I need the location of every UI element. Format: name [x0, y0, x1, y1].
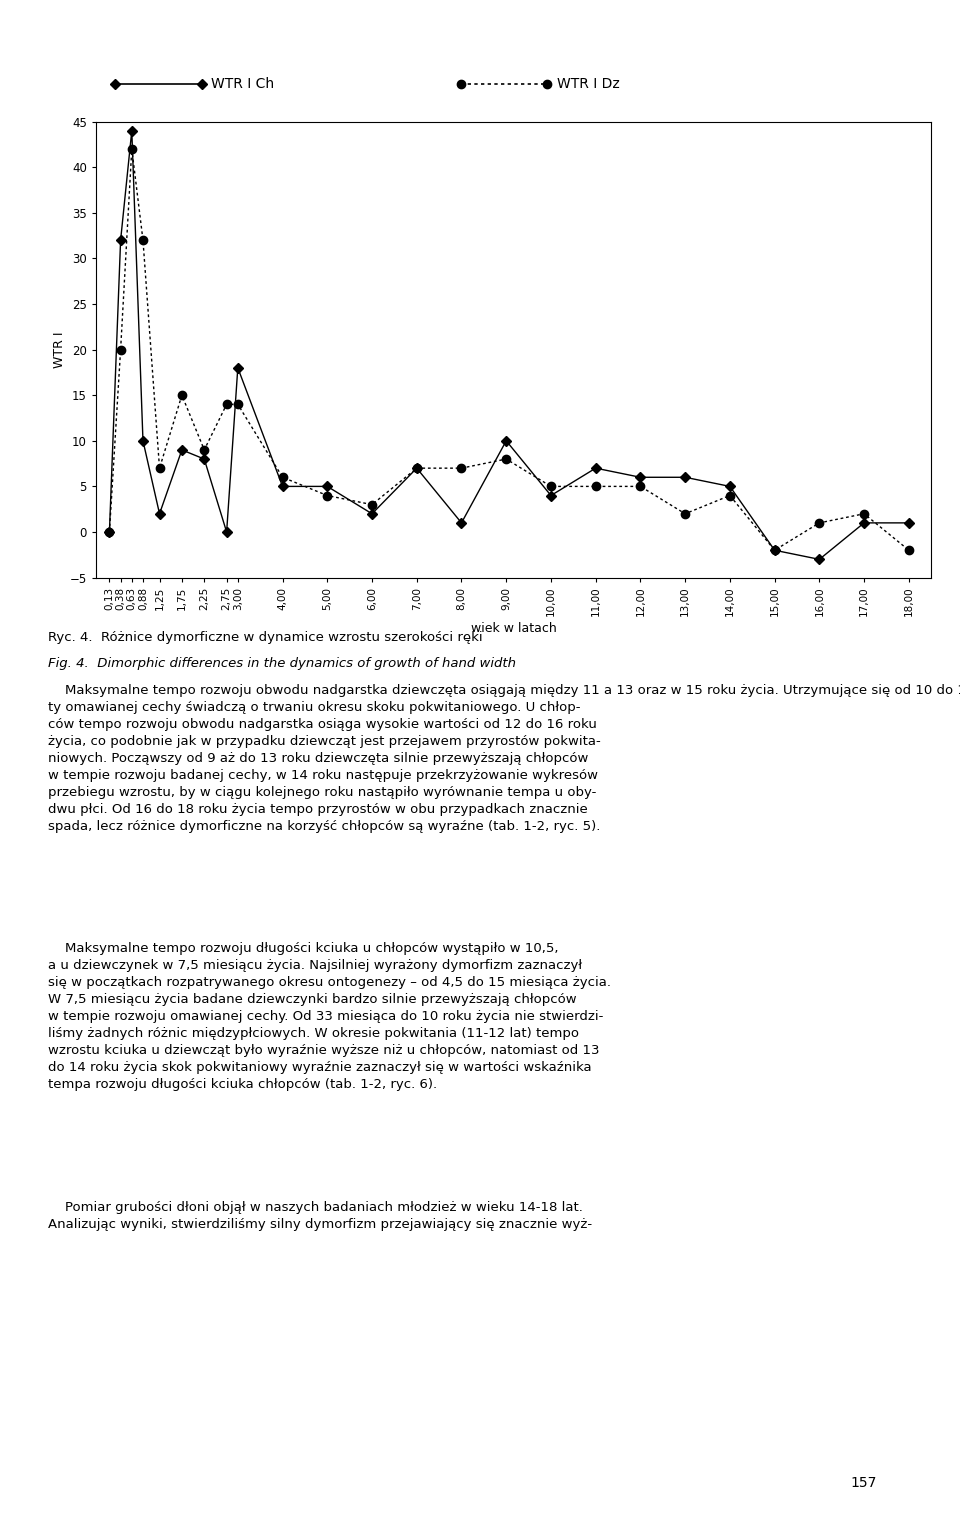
WTR I Ch	[137, 432, 149, 450]
WTR I Dz	[456, 459, 468, 477]
Y-axis label: WTR I: WTR I	[53, 331, 65, 368]
WTR I Dz	[367, 496, 378, 514]
WTR I Ch	[635, 468, 646, 486]
WTR I Dz	[126, 140, 137, 158]
WTR I Dz	[276, 468, 288, 486]
Text: Pomiar grubości dłoni objął w naszych badaniach młodzież w wieku 14-18 lat.
Anal: Pomiar grubości dłoni objął w naszych ba…	[48, 1201, 592, 1231]
WTR I Dz	[115, 340, 127, 359]
WTR I Dz	[545, 477, 557, 496]
Text: WTR I Ch: WTR I Ch	[211, 76, 275, 91]
Text: 157: 157	[851, 1476, 877, 1490]
WTR I Ch	[903, 514, 915, 532]
Text: Maksymalne tempo rozwoju obwodu nadgarstka dziewczęta osiągają między 11 a 13 or: Maksymalne tempo rozwoju obwodu nadgarst…	[48, 684, 960, 833]
WTR I Dz	[137, 231, 149, 249]
WTR I Ch	[221, 523, 232, 541]
WTR I Ch	[232, 359, 244, 377]
WTR I Ch	[545, 486, 557, 505]
WTR I Ch	[858, 514, 870, 532]
WTR I Ch	[176, 441, 187, 459]
WTR I Dz	[199, 441, 210, 459]
WTR I Ch	[199, 450, 210, 468]
Text: Fig. 4.  Dimorphic differences in the dynamics of growth of hand width: Fig. 4. Dimorphic differences in the dyn…	[48, 657, 516, 670]
WTR I Ch	[680, 468, 691, 486]
WTR I Ch	[104, 523, 115, 541]
WTR I Dz	[858, 505, 870, 523]
WTR I Dz	[176, 386, 187, 404]
WTR I Dz	[500, 450, 512, 468]
WTR I Ch	[590, 459, 602, 477]
Line: WTR I Ch: WTR I Ch	[106, 128, 912, 562]
Text: Ryc. 4.  Różnice dymorficzne w dynamice wzrostu szerokości ręki: Ryc. 4. Różnice dymorficzne w dynamice w…	[48, 631, 483, 644]
WTR I Ch	[154, 505, 165, 523]
WTR I Ch	[322, 477, 333, 496]
WTR I Dz	[322, 486, 333, 505]
WTR I Dz	[411, 459, 422, 477]
WTR I Dz	[232, 395, 244, 413]
Line: WTR I Dz: WTR I Dz	[106, 144, 913, 555]
Text: WTR I Dz: WTR I Dz	[557, 76, 619, 91]
WTR I Ch	[769, 541, 780, 559]
WTR I Ch	[276, 477, 288, 496]
WTR I Ch	[126, 122, 137, 140]
WTR I Ch	[500, 432, 512, 450]
WTR I Ch	[411, 459, 422, 477]
WTR I Ch	[814, 550, 826, 568]
WTR I Dz	[680, 505, 691, 523]
X-axis label: wiek w latach: wiek w latach	[470, 622, 557, 635]
WTR I Ch	[456, 514, 468, 532]
WTR I Dz	[635, 477, 646, 496]
WTR I Ch	[115, 231, 127, 249]
WTR I Dz	[724, 486, 735, 505]
WTR I Ch	[367, 505, 378, 523]
WTR I Ch	[724, 477, 735, 496]
WTR I Dz	[769, 541, 780, 559]
WTR I Dz	[104, 523, 115, 541]
WTR I Dz	[154, 459, 165, 477]
Text: Maksymalne tempo rozwoju długości kciuka u chłopców wystąpiło w 10,5,
a u dziewc: Maksymalne tempo rozwoju długości kciuka…	[48, 942, 611, 1091]
WTR I Dz	[590, 477, 602, 496]
WTR I Dz	[903, 541, 915, 559]
WTR I Dz	[814, 514, 826, 532]
WTR I Dz	[221, 395, 232, 413]
